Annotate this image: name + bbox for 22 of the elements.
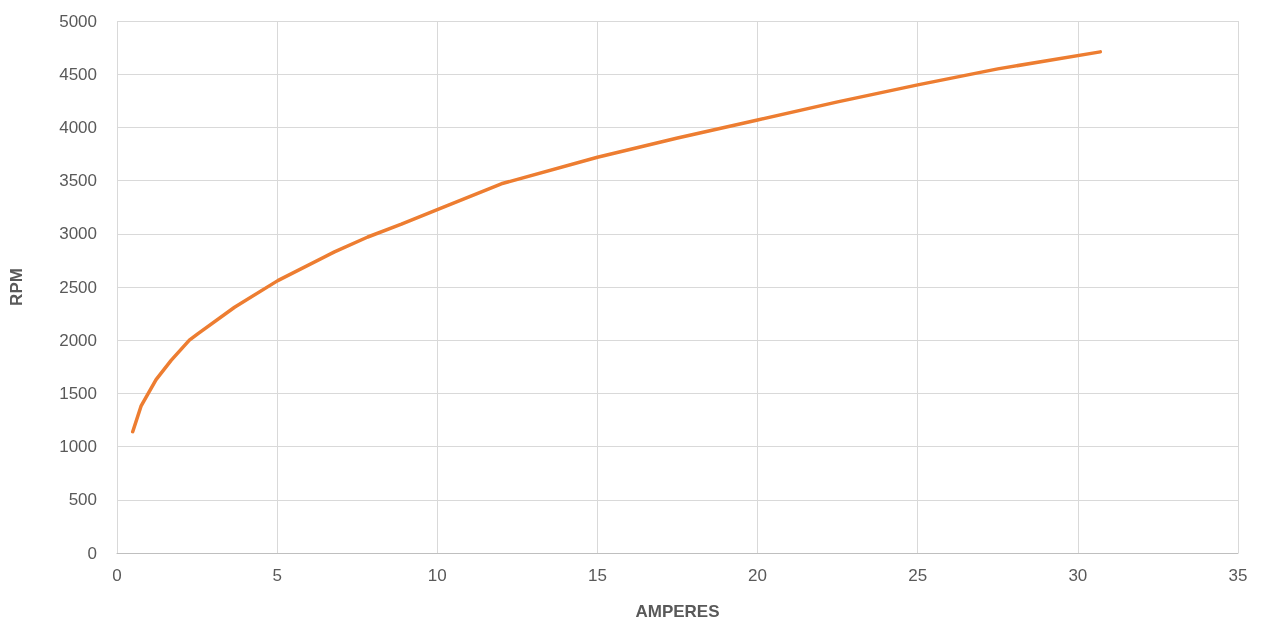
y-tick-label: 500 xyxy=(68,490,97,510)
x-tick-label: 35 xyxy=(1228,566,1248,585)
x-tick-label: 5 xyxy=(272,566,282,585)
y-tick-label: 4000 xyxy=(59,117,97,137)
y-tick-label: 0 xyxy=(87,543,97,563)
x-axis-title: AMPERES xyxy=(635,602,720,621)
y-tick-label: 1500 xyxy=(59,383,97,403)
x-tick-label: 30 xyxy=(1068,566,1088,585)
line-series xyxy=(130,50,1103,434)
y-tick-label: 3000 xyxy=(59,224,97,244)
x-tick-label: 10 xyxy=(427,566,447,585)
y-axis-title: RPM xyxy=(7,268,26,306)
y-tick-label: 1000 xyxy=(59,437,97,457)
x-tick-label: 25 xyxy=(908,566,928,585)
y-tick-label: 4500 xyxy=(59,64,97,84)
y-tick-label: 2000 xyxy=(59,330,97,350)
x-tick-label: 0 xyxy=(112,566,122,585)
y-tick-label: 5000 xyxy=(59,11,97,31)
y-tick-label: 2500 xyxy=(59,277,97,297)
x-tick-label: 20 xyxy=(748,566,768,585)
y-tick-label: 3500 xyxy=(59,171,97,191)
x-tick-label: 15 xyxy=(587,566,607,585)
